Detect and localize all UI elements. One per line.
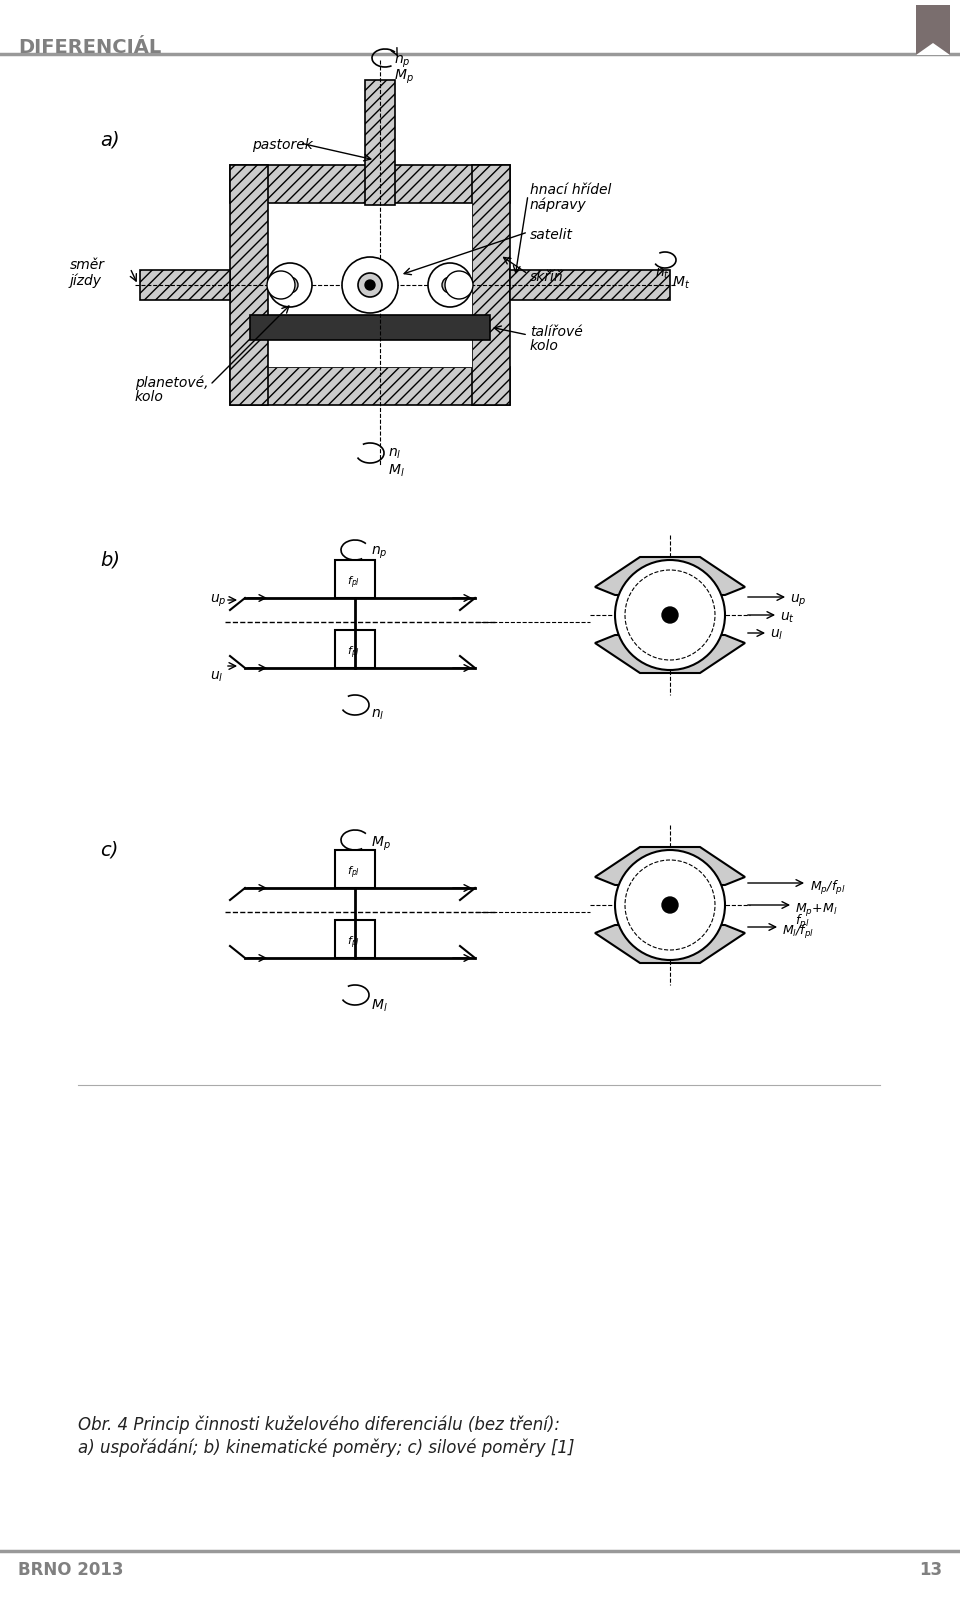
Text: n$_l$: n$_l$ bbox=[371, 708, 385, 722]
Text: BRNO 2013: BRNO 2013 bbox=[18, 1561, 124, 1579]
Text: a) uspořádání; b) kinematické poměry; c) silové poměry [1]: a) uspořádání; b) kinematické poměry; c)… bbox=[78, 1438, 574, 1457]
Text: M$_l$: M$_l$ bbox=[388, 463, 405, 479]
Bar bbox=[250, 315, 490, 339]
Text: n$_t$: n$_t$ bbox=[655, 267, 670, 282]
Text: DIFERENCIÁL: DIFERENCIÁL bbox=[18, 38, 161, 58]
Text: planetové,: planetové, bbox=[135, 375, 208, 389]
Text: n$_p$: n$_p$ bbox=[394, 54, 411, 70]
Text: n$_p$: n$_p$ bbox=[371, 544, 388, 562]
Bar bbox=[335, 921, 375, 957]
Circle shape bbox=[442, 277, 458, 293]
Text: jízdy: jízdy bbox=[70, 274, 102, 288]
Bar bbox=[140, 271, 230, 299]
Polygon shape bbox=[595, 847, 745, 885]
Text: 13: 13 bbox=[919, 1561, 942, 1579]
Text: M$_l$/f$_{pl}$: M$_l$/f$_{pl}$ bbox=[782, 924, 814, 941]
Text: M$_p$: M$_p$ bbox=[394, 67, 414, 86]
Text: M$_p$: M$_p$ bbox=[371, 836, 391, 853]
Circle shape bbox=[282, 277, 298, 293]
Text: u$_l$: u$_l$ bbox=[210, 669, 224, 684]
Text: c): c) bbox=[100, 841, 118, 860]
Text: skříň: skříň bbox=[530, 271, 564, 283]
Circle shape bbox=[267, 271, 295, 299]
Text: hnací hřídel: hnací hřídel bbox=[530, 183, 612, 197]
Text: satelit: satelit bbox=[530, 227, 573, 242]
Bar bbox=[230, 367, 510, 405]
Circle shape bbox=[428, 263, 472, 307]
Circle shape bbox=[365, 280, 375, 290]
Circle shape bbox=[662, 607, 678, 623]
Polygon shape bbox=[595, 557, 745, 596]
Bar bbox=[230, 165, 510, 203]
Circle shape bbox=[615, 560, 725, 669]
Circle shape bbox=[342, 258, 398, 314]
Text: b): b) bbox=[100, 551, 120, 568]
Text: směr: směr bbox=[70, 258, 105, 272]
Text: M$_t$: M$_t$ bbox=[672, 275, 690, 291]
Text: a): a) bbox=[100, 130, 120, 149]
Circle shape bbox=[662, 897, 678, 913]
Bar bbox=[268, 203, 472, 367]
Circle shape bbox=[615, 850, 725, 961]
Text: u$_p$: u$_p$ bbox=[210, 592, 227, 610]
Text: f$_{pl}$: f$_{pl}$ bbox=[347, 935, 360, 951]
Bar bbox=[510, 271, 670, 299]
Bar bbox=[335, 850, 375, 889]
Polygon shape bbox=[595, 636, 745, 672]
Bar bbox=[335, 631, 375, 668]
Circle shape bbox=[358, 274, 382, 298]
Text: M$_l$: M$_l$ bbox=[371, 997, 388, 1015]
Bar bbox=[365, 80, 395, 205]
Polygon shape bbox=[916, 43, 950, 54]
Polygon shape bbox=[595, 925, 745, 962]
Text: M$_p$+M$_l$: M$_p$+M$_l$ bbox=[795, 901, 837, 917]
Text: M$_p$/f$_{pl}$: M$_p$/f$_{pl}$ bbox=[810, 879, 846, 897]
Text: f$_{pl}$: f$_{pl}$ bbox=[347, 575, 360, 591]
Bar bbox=[335, 560, 375, 599]
Bar bbox=[230, 165, 268, 405]
Text: pastorek: pastorek bbox=[252, 138, 313, 152]
Text: kolo: kolo bbox=[530, 339, 559, 352]
Text: kolo: kolo bbox=[135, 391, 164, 403]
Text: f$_{pl}$: f$_{pl}$ bbox=[795, 913, 809, 932]
Text: f$_{pl}$: f$_{pl}$ bbox=[347, 645, 360, 661]
Text: f$_{pl}$: f$_{pl}$ bbox=[347, 865, 360, 882]
Text: u$_l$: u$_l$ bbox=[770, 628, 783, 642]
Text: Obr. 4 Princip činnosti kuželového diferenciálu (bez tření):: Obr. 4 Princip činnosti kuželového difer… bbox=[78, 1415, 560, 1433]
Text: u$_p$: u$_p$ bbox=[790, 592, 806, 610]
Bar bbox=[916, 5, 950, 54]
Text: nápravy: nápravy bbox=[530, 197, 587, 211]
Circle shape bbox=[445, 271, 473, 299]
Text: n$_l$: n$_l$ bbox=[388, 447, 401, 461]
Circle shape bbox=[268, 263, 312, 307]
Text: talířové: talířové bbox=[530, 325, 583, 339]
Text: u$_t$: u$_t$ bbox=[780, 612, 795, 626]
Bar bbox=[472, 165, 510, 405]
